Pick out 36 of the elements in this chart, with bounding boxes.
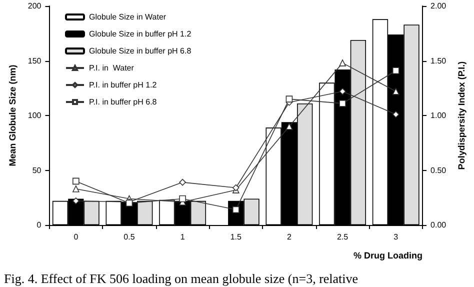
x-tick-label: 2 (286, 232, 292, 242)
y2-tick-label: 1.50 (430, 56, 447, 66)
legend-label: Globule Size in buffer pH 1.2 (89, 30, 192, 38)
x-tick-label: 1.5 (230, 232, 242, 242)
y2-tick-label: 1.00 (430, 111, 447, 120)
x-tick-label: 1 (180, 232, 186, 242)
x-tick-label: 2.5 (336, 232, 349, 242)
point (392, 67, 400, 74)
point (72, 198, 80, 204)
point (339, 100, 346, 107)
legend-label: P.I. in Water (89, 64, 134, 72)
x-tick-label: 0.5 (124, 232, 136, 242)
point (392, 88, 400, 95)
y-tick-label: 200 (28, 2, 42, 10)
y2-tick-label: 0.50 (430, 166, 447, 175)
y-tick-label: 50 (32, 166, 42, 175)
y2-tick-label: 0.00 (430, 220, 447, 230)
point (286, 123, 293, 130)
legend-label: Globule Size in Water (89, 12, 166, 22)
x-tick-label: 0 (74, 232, 79, 242)
y2-axis-title: Polydispersity Index (P.I.) (456, 61, 466, 170)
point (392, 111, 400, 118)
x-tick-label: 3 (394, 232, 399, 242)
y-axis-title: Mean Globule Size (nm) (8, 64, 18, 166)
legend-label: Globule Size in buffer pH 6.8 (89, 46, 192, 56)
caption: Fig. 4. Effect of FK 506 loading on mean globule size (n=3, relative (4, 271, 358, 286)
point (72, 178, 80, 185)
y2-tick-label: 2.00 (430, 2, 447, 10)
x-axis-title: % Drug Loading (354, 250, 423, 260)
point (286, 96, 293, 102)
point (179, 195, 186, 202)
y-tick-label: 0 (36, 220, 42, 230)
legend-label: P.I. in buffer pH 6.8 (89, 98, 158, 106)
legend-label: P.I. in buffer pH 1.2 (89, 80, 158, 90)
y-tick-label: 100 (28, 111, 42, 120)
y-tick-label: 150 (28, 56, 42, 66)
